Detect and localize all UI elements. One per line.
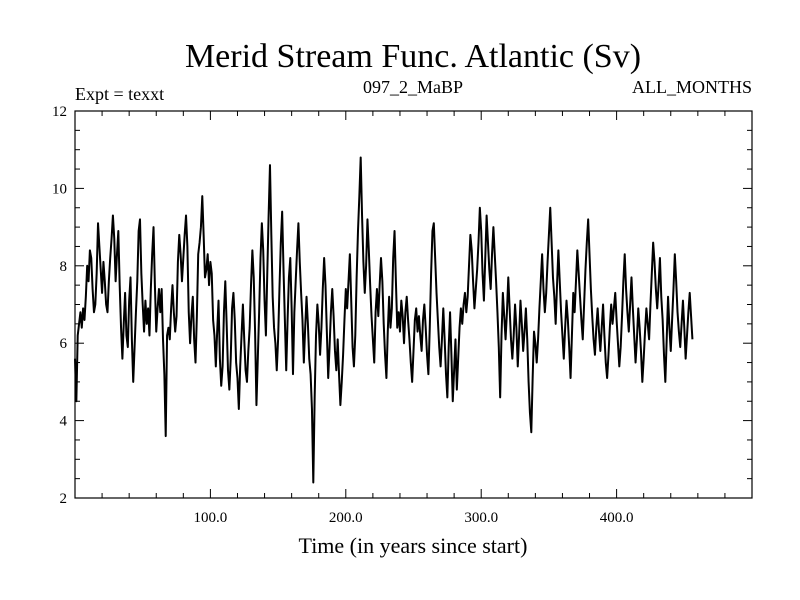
y-tick-label: 12 (52, 104, 67, 120)
y-tick-label: 4 (60, 414, 68, 430)
x-axis-label: Time (in years since start) (299, 533, 528, 558)
subtitle-months: ALL_MONTHS (632, 77, 752, 97)
y-tick-label: 10 (52, 181, 67, 197)
subtitle-experiment: Expt = texxt (75, 84, 164, 104)
y-tick-label: 2 (60, 491, 68, 507)
series-line (74, 156, 694, 484)
y-tick-label: 8 (60, 259, 68, 275)
x-tick-label: 200.0 (329, 510, 363, 526)
x-tick-label: 300.0 (464, 510, 498, 526)
plot-frame (74, 110, 753, 499)
x-tick-label: 400.0 (600, 510, 634, 526)
tick-labels: 2 4 6 8 10 12 100.0 200.0 300.0 400.0 (52, 104, 633, 526)
chart-title: Merid Stream Func. Atlantic (Sv) (185, 38, 641, 75)
subtitle-run-id: 097_2_MaBP (363, 77, 463, 97)
y-tick-label: 6 (60, 336, 68, 352)
x-tick-label: 100.0 (194, 510, 228, 526)
